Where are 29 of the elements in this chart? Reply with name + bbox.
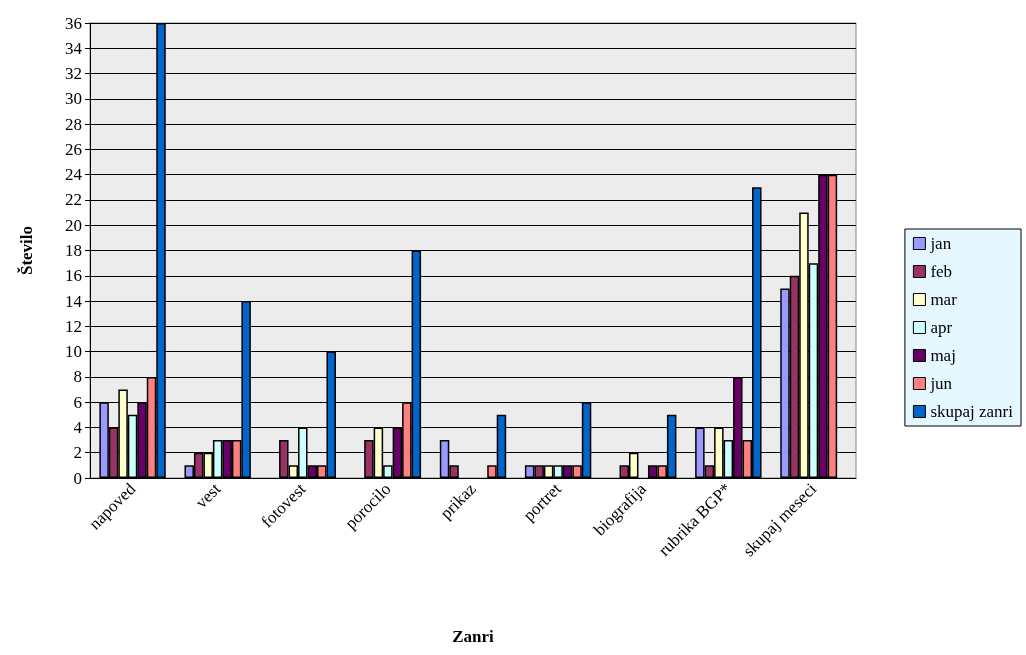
y-tick-label: 12 xyxy=(65,316,82,336)
legend-label: apr xyxy=(930,318,953,337)
y-tick-label: 34 xyxy=(65,38,83,58)
y-tick-label: 8 xyxy=(73,367,82,387)
y-tick-label: 24 xyxy=(65,165,83,185)
y-tick-label: 10 xyxy=(65,342,82,362)
y-tick-label: 30 xyxy=(65,89,82,109)
y-tick-label: 16 xyxy=(65,266,82,286)
y-tick-label: 2 xyxy=(73,443,82,463)
y-tick-label: 20 xyxy=(65,215,82,235)
y-tick-label: 14 xyxy=(65,291,83,311)
legend-label: maj xyxy=(930,346,956,365)
y-tick-label: 6 xyxy=(73,392,82,412)
legend-label: feb xyxy=(930,262,953,281)
y-tick-label: 36 xyxy=(65,13,82,33)
y-axis-title: Število xyxy=(17,225,36,276)
x-axis-title: Zanri xyxy=(452,627,495,646)
y-tick-label: 28 xyxy=(65,114,82,134)
legend-label: skupaj zanri xyxy=(930,402,1014,421)
y-tick-label: 4 xyxy=(73,417,83,437)
x-tick-label: vest xyxy=(191,479,225,513)
legend-label: jun xyxy=(929,374,953,393)
legend-label: jan xyxy=(929,234,952,253)
y-tick-label: 26 xyxy=(65,139,82,159)
y-tick-label: 18 xyxy=(65,241,82,260)
legend-label: mar xyxy=(930,290,958,309)
y-tick-label: 32 xyxy=(65,64,82,84)
y-tick-label: 0 xyxy=(73,468,82,488)
y-tick-label: 22 xyxy=(65,190,82,210)
